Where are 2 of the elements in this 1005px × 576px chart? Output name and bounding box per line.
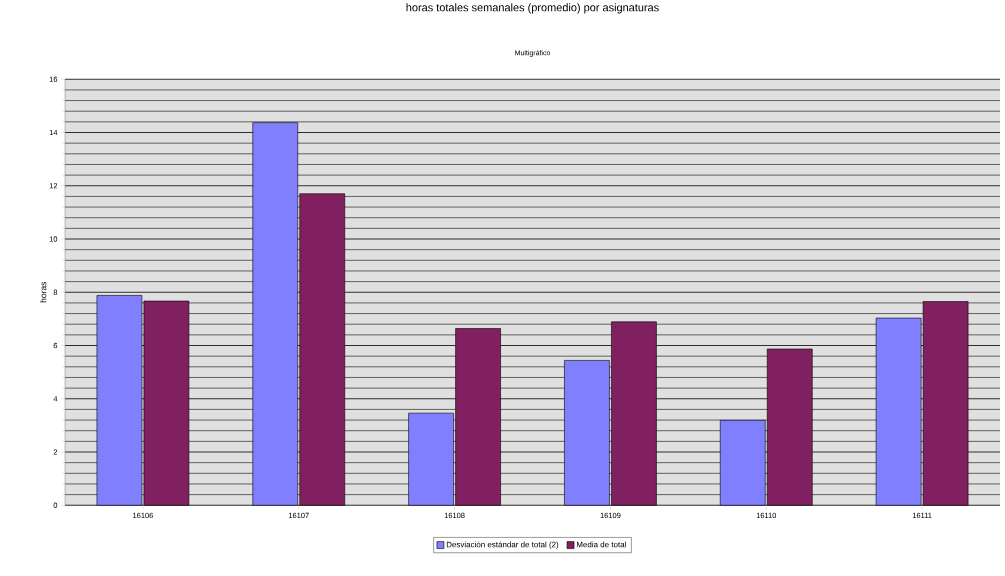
chart-title: horas totales semanales (promedio) por asignaturas bbox=[406, 3, 659, 14]
y-axis-title: horas bbox=[40, 281, 47, 303]
